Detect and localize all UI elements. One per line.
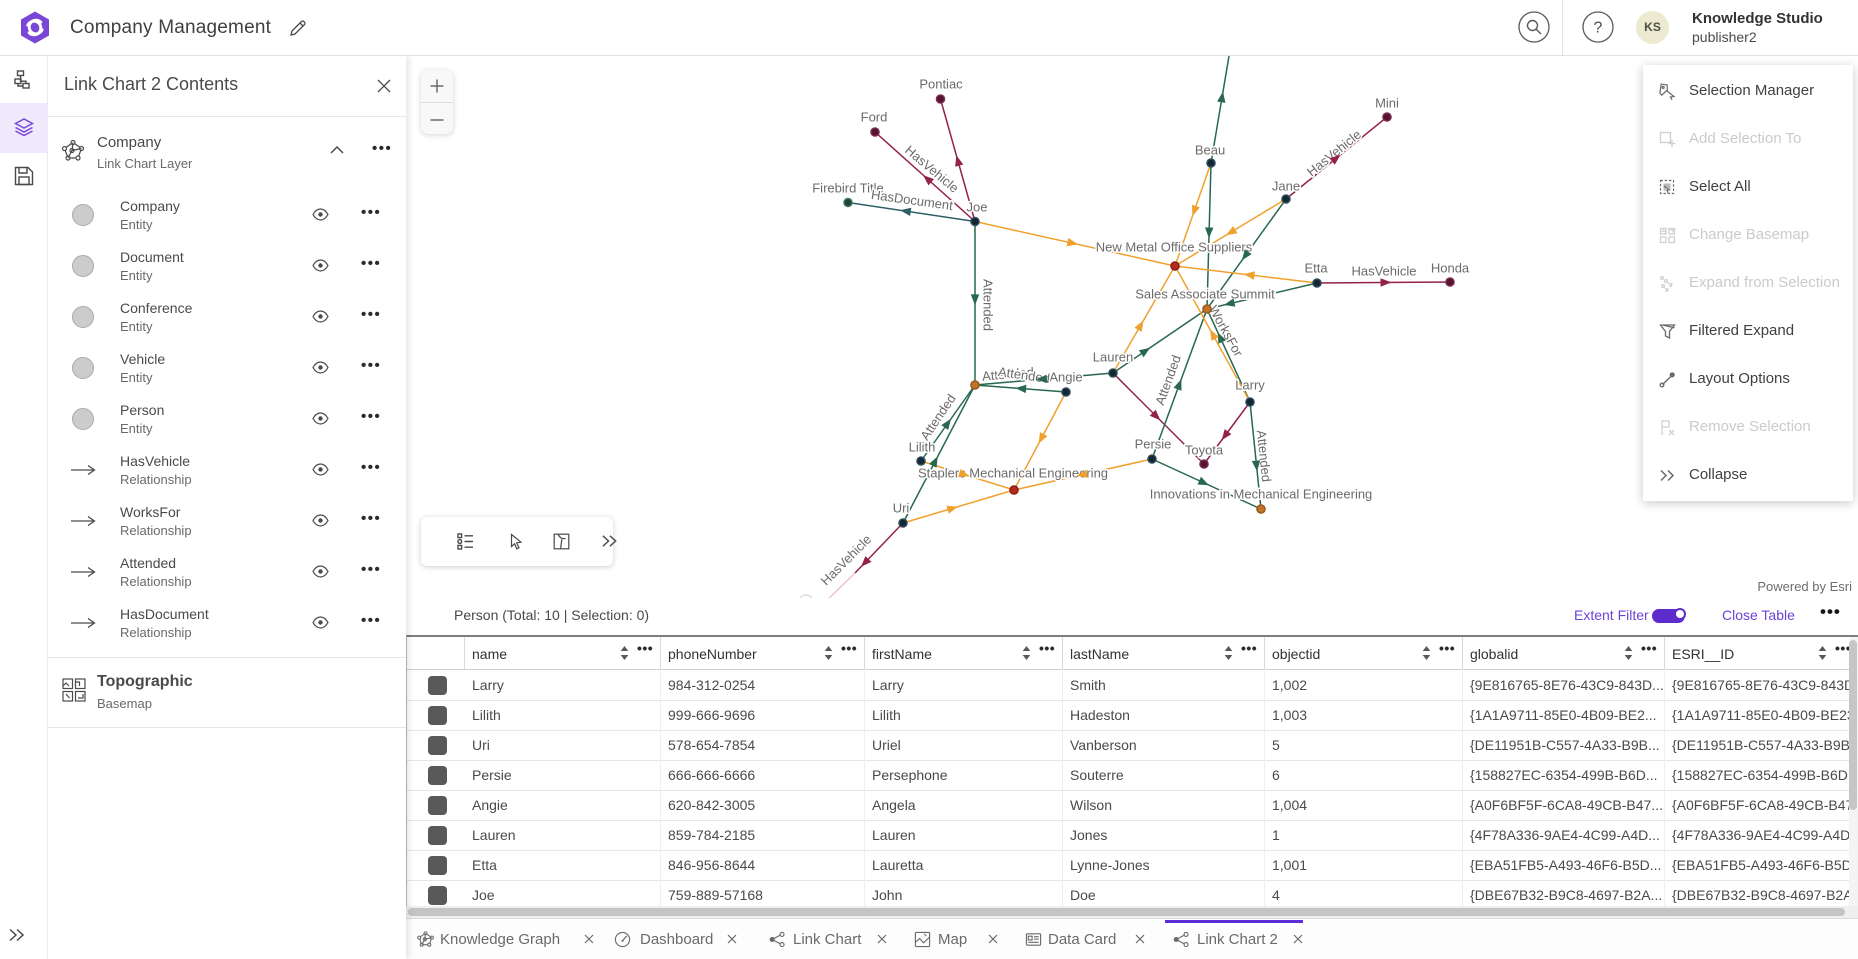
svg-text:Pontiac: Pontiac	[919, 77, 963, 92]
svg-text:Attended: Attended	[981, 364, 1034, 383]
svg-text:HasVehicle: HasVehicle	[902, 142, 961, 195]
svg-text:Angie: Angie	[1049, 370, 1082, 385]
svg-text:Beau: Beau	[1195, 143, 1225, 158]
svg-text:Honda: Honda	[1431, 261, 1470, 276]
svg-text:Attended: Attended	[1152, 353, 1184, 407]
svg-text:Etta: Etta	[1304, 261, 1328, 276]
svg-text:Larry: Larry	[1235, 378, 1265, 393]
svg-text:Toyota: Toyota	[1185, 443, 1224, 458]
svg-text:Mini: Mini	[1375, 96, 1399, 111]
svg-text:HasVehicle: HasVehicle	[1351, 264, 1416, 279]
svg-text:Attended: Attended	[1254, 429, 1274, 482]
svg-text:Persie: Persie	[1135, 437, 1172, 452]
svg-text:Jane: Jane	[1272, 179, 1300, 194]
svg-text:Innovations in Mechanical Engi: Innovations in Mechanical Engineering	[1150, 487, 1373, 502]
svg-text:?: ?	[1594, 20, 1603, 37]
svg-text:Lauren: Lauren	[1093, 350, 1133, 365]
svg-text:Attended: Attended	[981, 279, 996, 331]
svg-text:Staplers Mechanical Engineerin: Staplers Mechanical Engineering	[918, 466, 1108, 481]
svg-text:New Metal Office Suppliers: New Metal Office Suppliers	[1096, 240, 1253, 255]
svg-text:Ford: Ford	[861, 110, 888, 125]
svg-text:Sales Associate Summit: Sales Associate Summit	[1135, 287, 1275, 302]
svg-text:Uri: Uri	[893, 501, 910, 516]
svg-text:Lilith: Lilith	[909, 440, 936, 455]
svg-text:Joe: Joe	[967, 200, 988, 215]
svg-text:HasVehicle: HasVehicle	[1304, 127, 1364, 180]
svg-text:Firebird Title: Firebird Title	[812, 181, 884, 196]
